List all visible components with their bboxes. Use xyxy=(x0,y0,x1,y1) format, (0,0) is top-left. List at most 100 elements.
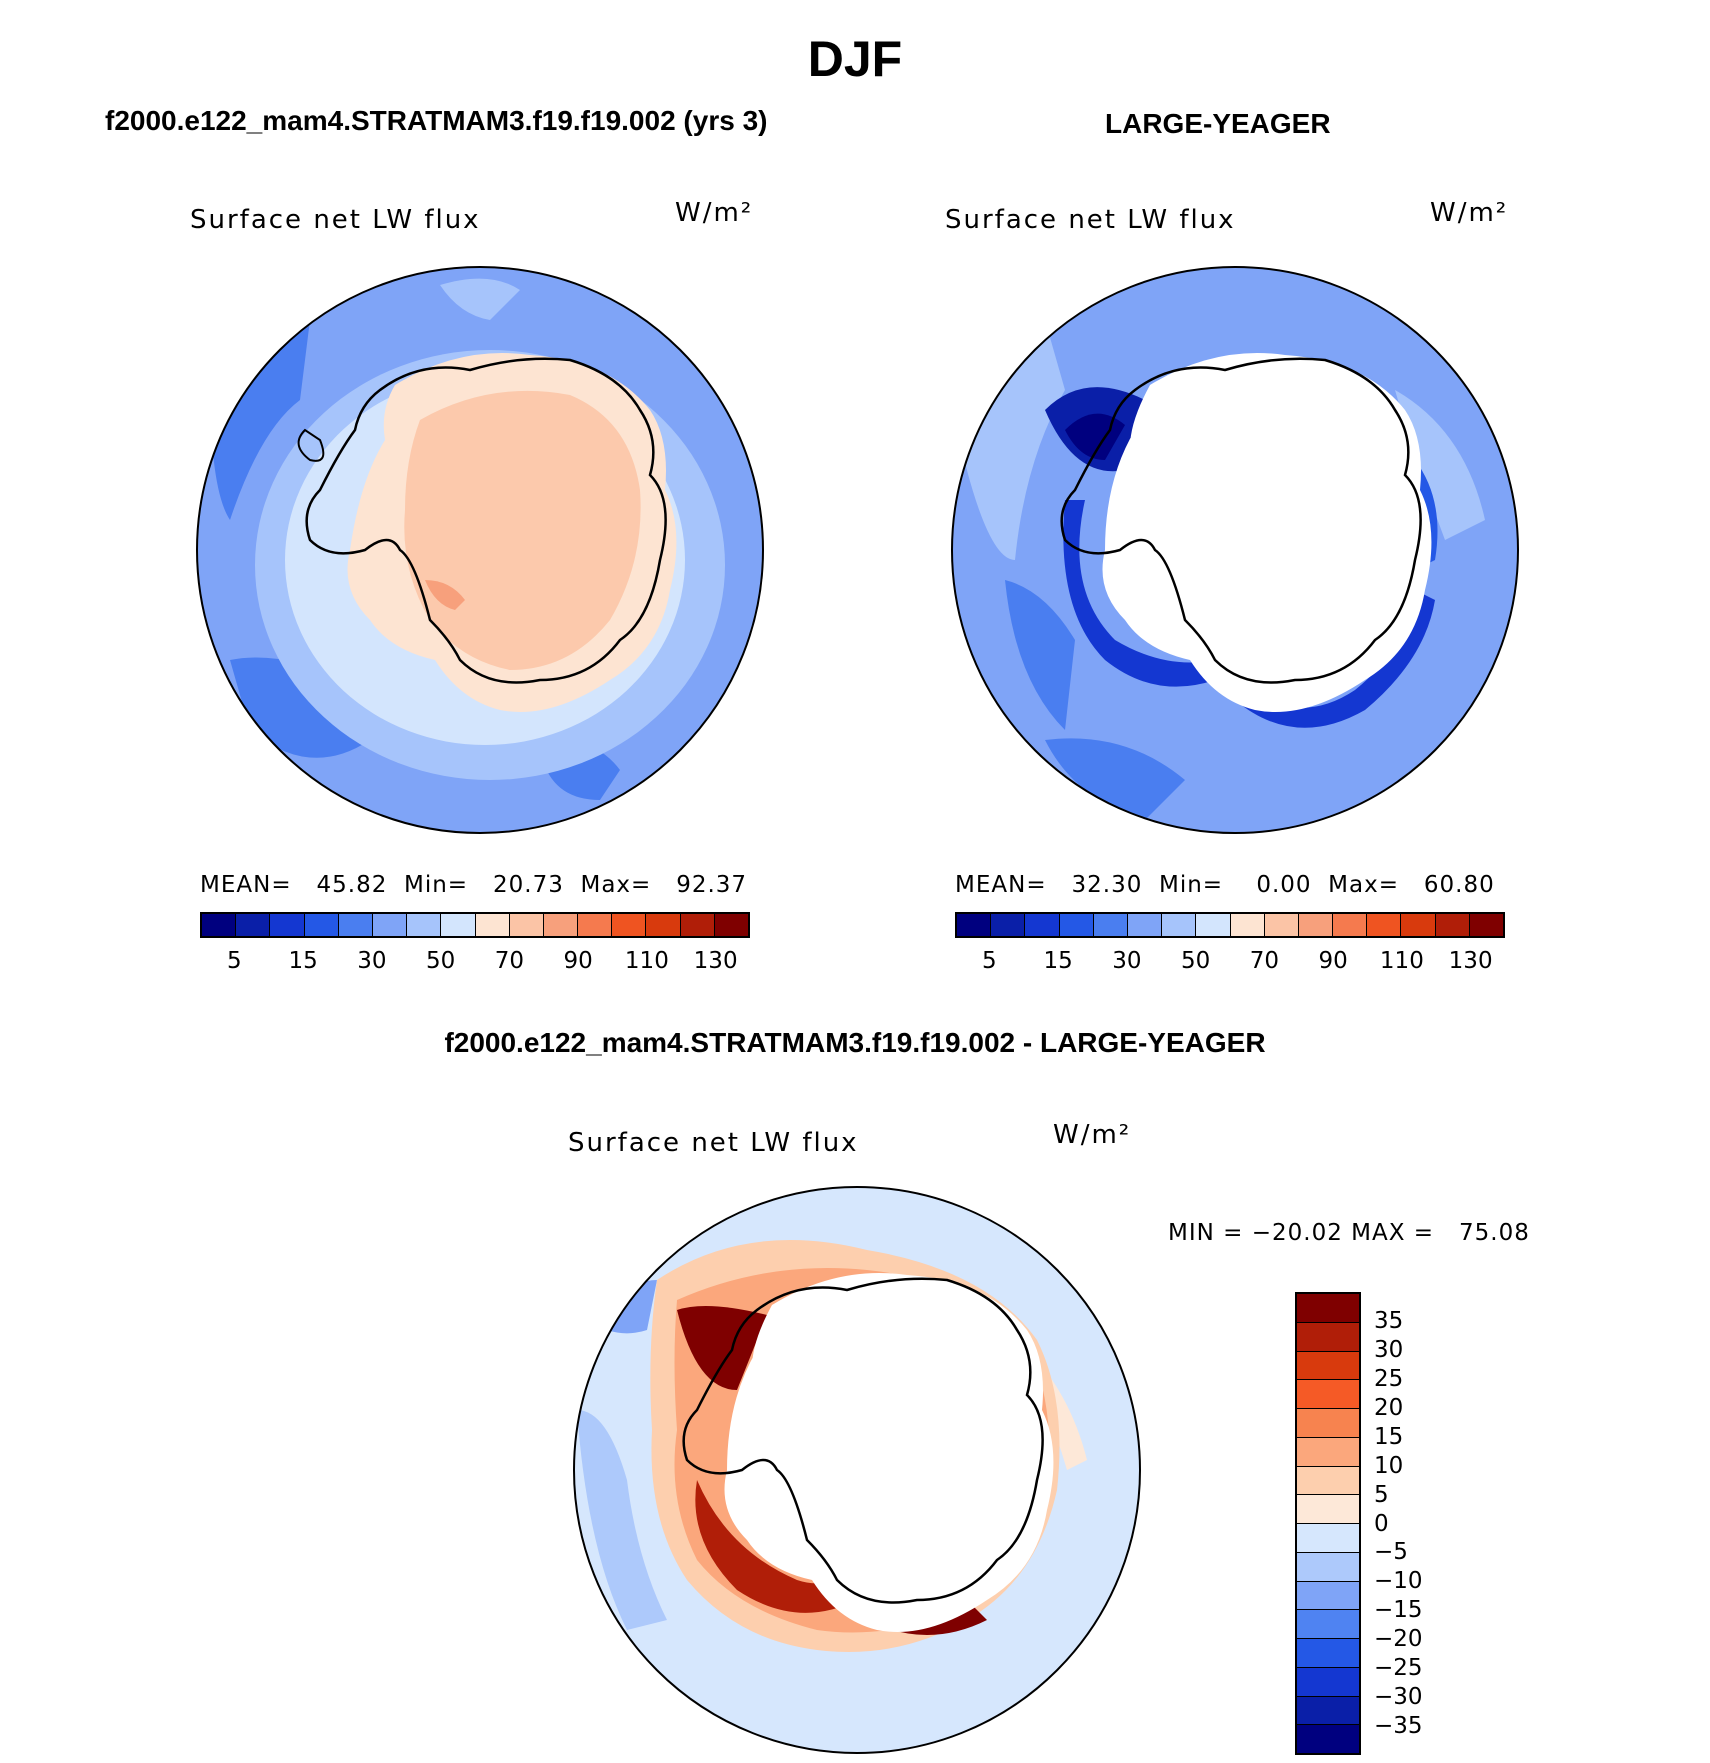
diff-units-label: W/m² xyxy=(1053,1120,1132,1150)
colorbar-box xyxy=(304,914,339,936)
diff-variable-label: Surface net LW flux xyxy=(568,1128,859,1158)
colorbar-tick-label: 15 xyxy=(288,948,318,974)
colorbar-tick-label: 130 xyxy=(693,948,738,974)
colorbar-box xyxy=(1297,1495,1359,1524)
obs-panel-title: LARGE-YEAGER xyxy=(1105,108,1331,139)
colorbar-tick-label: 130 xyxy=(1448,948,1493,974)
colorbar-box xyxy=(1025,914,1060,936)
diff-polar-map xyxy=(573,1186,1141,1754)
colorbar-box xyxy=(1367,914,1402,936)
colorbar-box xyxy=(646,914,681,936)
colorbar-tick-label: 15 xyxy=(1043,948,1073,974)
colorbar-tick-label: 25 xyxy=(1374,1365,1404,1392)
obs-units-label: W/m² xyxy=(1430,198,1509,228)
colorbar-box xyxy=(1297,1351,1359,1381)
colorbar-box xyxy=(475,914,510,936)
obs-variable-label: Surface net LW flux xyxy=(945,205,1236,235)
colorbar-tick-label: 35 xyxy=(1374,1307,1404,1334)
model-colorbar-ticks: 5 15 30 50 70 90 110 130 xyxy=(200,948,750,978)
model-colorbar xyxy=(200,912,750,938)
colorbar-box xyxy=(1469,914,1503,936)
colorbar-box xyxy=(1059,914,1094,936)
colorbar-tick-label: −15 xyxy=(1374,1597,1423,1624)
colorbar-box xyxy=(1230,914,1265,936)
colorbar-tick-label: 90 xyxy=(1318,948,1348,974)
colorbar-tick-label: 50 xyxy=(1180,948,1211,974)
colorbar-box xyxy=(1093,914,1128,936)
colorbar-tick-label: 0 xyxy=(1374,1510,1389,1537)
colorbar-box xyxy=(1435,914,1470,936)
colorbar-box xyxy=(957,914,992,936)
colorbar-box xyxy=(509,914,544,936)
colorbar-box xyxy=(612,914,647,936)
colorbar-tick-label: 5 xyxy=(1374,1481,1389,1508)
model-stats: MEAN= 45.82 Min= 20.73 Max= 92.37 xyxy=(200,872,748,898)
colorbar-box xyxy=(1162,914,1197,936)
obs-colorbar-ticks: 5 15 30 50 70 90 110 130 xyxy=(955,948,1505,978)
colorbar-box xyxy=(1297,1639,1359,1668)
colorbar-box xyxy=(991,914,1026,936)
colorbar-box xyxy=(1196,914,1231,936)
colorbar-box xyxy=(1297,1524,1359,1553)
colorbar-tick-label: −35 xyxy=(1374,1713,1423,1740)
colorbar-tick-label: 20 xyxy=(1374,1394,1404,1421)
colorbar-box xyxy=(1297,1610,1359,1639)
model-panel-title: f2000.e122_mam4.STRATMAM3.f19.f19.002 (y… xyxy=(105,105,768,136)
diff-panel-title: f2000.e122_mam4.STRATMAM3.f19.f19.002 - … xyxy=(444,1027,1266,1058)
colorbar-box xyxy=(1127,914,1163,936)
colorbar-tick-label: 110 xyxy=(624,948,669,974)
colorbar-box xyxy=(1297,1667,1359,1697)
obs-colorbar xyxy=(955,912,1505,938)
colorbar-box xyxy=(1297,1409,1359,1438)
diff-colorbar xyxy=(1295,1292,1361,1755)
colorbar-tick-label: −10 xyxy=(1374,1568,1423,1595)
colorbar-box xyxy=(1333,914,1368,936)
colorbar-box xyxy=(1297,1552,1359,1582)
colorbar-tick-label: 30 xyxy=(1374,1336,1404,1363)
figure-title: DJF xyxy=(807,31,903,87)
colorbar-tick-label: 30 xyxy=(357,948,387,974)
colorbar-box xyxy=(1401,914,1436,936)
obs-stats: MEAN= 32.30 Min= 0.00 Max= 60.80 xyxy=(955,872,1495,898)
model-variable-label: Surface net LW flux xyxy=(190,205,481,235)
colorbar-tick-label: 90 xyxy=(563,948,593,974)
colorbar-box xyxy=(1297,1380,1359,1409)
colorbar-box xyxy=(1264,914,1299,936)
colorbar-tick-label: 5 xyxy=(982,948,997,974)
colorbar-box xyxy=(1297,1696,1359,1726)
colorbar-tick-label: −25 xyxy=(1374,1655,1423,1682)
model-units-label: W/m² xyxy=(675,198,754,228)
colorbar-box xyxy=(578,914,613,936)
colorbar-box xyxy=(1297,1466,1359,1496)
colorbar-box xyxy=(543,914,579,936)
colorbar-box xyxy=(714,914,748,936)
colorbar-tick-label: 15 xyxy=(1374,1423,1404,1450)
obs-polar-map xyxy=(951,266,1519,834)
model-polar-map xyxy=(196,266,764,834)
colorbar-box xyxy=(338,914,373,936)
colorbar-box xyxy=(270,914,305,936)
colorbar-box xyxy=(1297,1322,1359,1352)
colorbar-tick-label: 70 xyxy=(1249,948,1280,974)
diff-colorbar-ticks: 35 30 25 20 15 10 5 0 −5 −10 −15 −20 −25 −30 −35 xyxy=(1374,1292,1454,1755)
diff-stats: MIN = −20.02 MAX = 75.08 xyxy=(1168,1220,1530,1246)
colorbar-tick-label: 5 xyxy=(227,948,242,974)
colorbar-box xyxy=(1297,1294,1359,1323)
colorbar-tick-label: 110 xyxy=(1379,948,1424,974)
colorbar-box xyxy=(236,914,271,936)
colorbar-box xyxy=(202,914,237,936)
colorbar-tick-label: 10 xyxy=(1374,1452,1404,1479)
colorbar-box xyxy=(1297,1437,1359,1467)
colorbar-tick-label: −5 xyxy=(1374,1539,1408,1566)
colorbar-tick-label: 50 xyxy=(425,948,456,974)
colorbar-box xyxy=(407,914,442,936)
colorbar-tick-label: −20 xyxy=(1374,1626,1423,1653)
colorbar-tick-label: −30 xyxy=(1374,1684,1423,1711)
colorbar-box xyxy=(441,914,476,936)
colorbar-box xyxy=(1298,914,1334,936)
colorbar-tick-label: 30 xyxy=(1112,948,1142,974)
colorbar-box xyxy=(1297,1725,1359,1753)
colorbar-tick-label: 70 xyxy=(494,948,525,974)
colorbar-box xyxy=(372,914,408,936)
colorbar-box xyxy=(680,914,715,936)
